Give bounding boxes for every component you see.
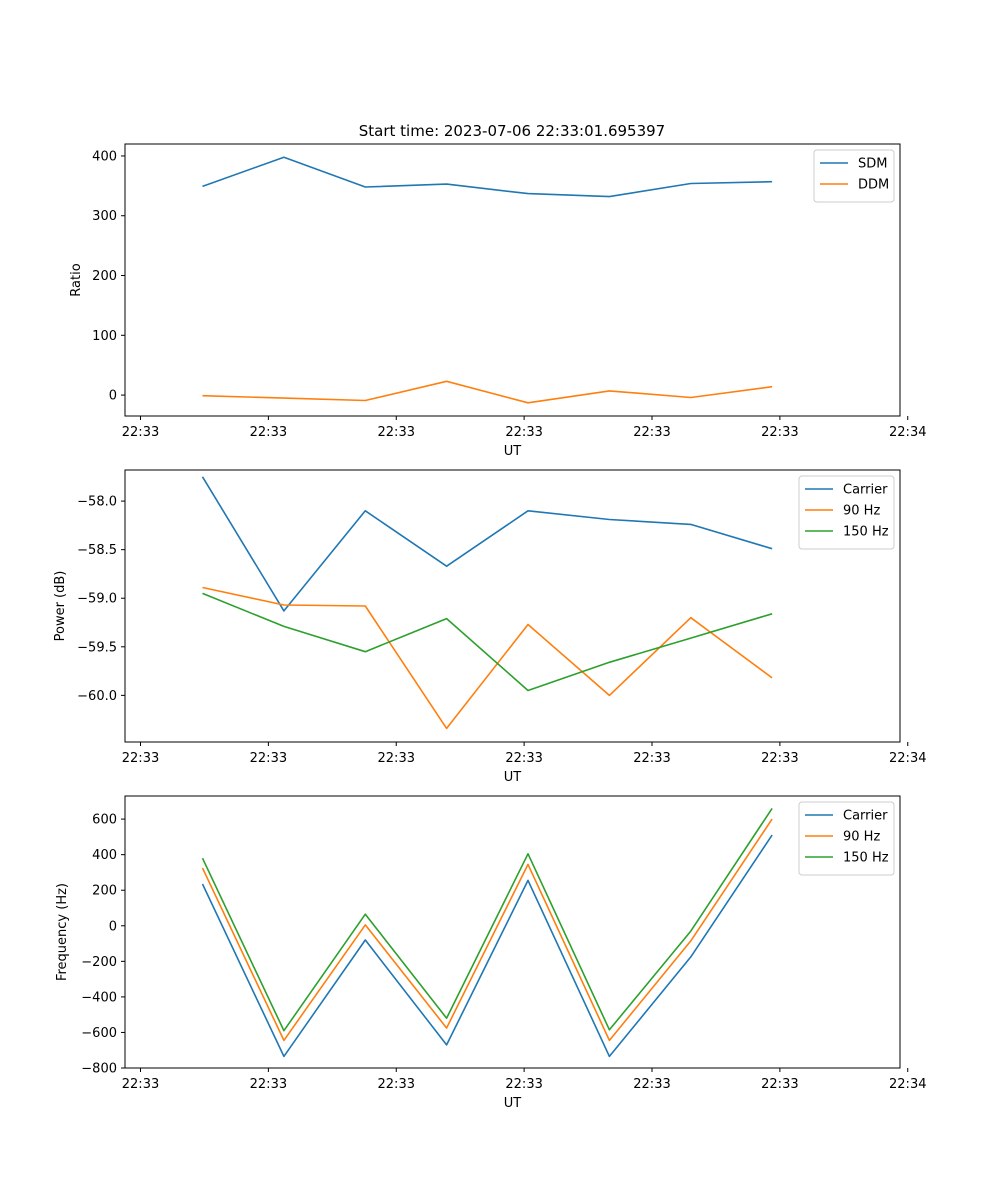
legend-label: SDM: [858, 157, 887, 172]
y-axis-label: Ratio: [69, 263, 84, 296]
plot-area: [124, 143, 901, 417]
series-line-carrier: [201, 834, 773, 1058]
x-axis-label: UT: [504, 770, 522, 785]
x-tick-label: 22:33: [250, 425, 287, 440]
x-tick-label: 22:33: [250, 1077, 287, 1092]
y-tick-label: −59.5: [77, 640, 117, 655]
y-tick-label: 0: [109, 389, 117, 404]
y-tick-label: −59.0: [77, 592, 117, 607]
series-line-90-hz: [201, 818, 773, 1042]
y-axis-label: Frequency (Hz): [55, 883, 70, 981]
legend: Carrier 90 Hz 150 Hz: [798, 475, 895, 550]
x-tick-label: 22:33: [378, 425, 415, 440]
x-tick-label: 22:34: [889, 425, 926, 440]
y-tick-label: −400: [81, 990, 117, 1005]
series-line-ddm: [202, 380, 773, 404]
x-tick-label: 22:33: [505, 425, 542, 440]
x-tick-label: 22:33: [761, 751, 798, 766]
figure-title: Start time: 2023-07-06 22:33:01.695397: [359, 122, 665, 140]
x-tick-label: 22:33: [761, 425, 798, 440]
x-tick-label: 22:33: [122, 1077, 159, 1092]
x-axis-label: UT: [504, 1096, 522, 1111]
x-tick-label: 22:33: [761, 1077, 798, 1092]
legend-label: 150 Hz: [843, 851, 889, 866]
series-line-90-hz: [202, 586, 773, 730]
x-tick-label: 22:34: [889, 751, 926, 766]
plot-area: [124, 469, 901, 743]
legend-label: 150 Hz: [843, 525, 889, 540]
series-line-150-hz: [202, 592, 773, 692]
y-tick-label: −60.0: [77, 689, 117, 704]
legend-label: Carrier: [843, 809, 888, 824]
legend: SDM DDM: [813, 149, 895, 203]
chart-power: 22:33 22:33 22:33 22:33 22:33 22:33 22:34 −58.0…: [53, 469, 926, 785]
legend-label: DDM: [858, 178, 889, 193]
series-line-carrier: [201, 476, 773, 612]
y-axis-label: Power (dB): [53, 571, 68, 642]
y-tick-label: 400: [92, 848, 117, 863]
x-tick-label: 22:33: [633, 751, 670, 766]
x-tick-label: 22:33: [633, 425, 670, 440]
y-tick-label: 200: [92, 269, 117, 284]
y-tick-label: −800: [81, 1062, 117, 1077]
y-tick-label: 300: [92, 209, 117, 224]
x-tick-label: 22:33: [505, 1077, 542, 1092]
y-tick-label: 600: [92, 813, 117, 828]
chart-frequency: 22:33 22:33 22:33 22:33 22:33 22:33 22:34 600 40…: [55, 795, 926, 1111]
y-tick-label: 200: [92, 884, 117, 899]
legend: Carrier 90 Hz 150 Hz: [798, 801, 895, 876]
x-tick-label: 22:33: [505, 751, 542, 766]
series-line-150-hz: [201, 807, 773, 1032]
x-tick-label: 22:33: [122, 425, 159, 440]
series-line-sdm: [202, 156, 773, 198]
y-tick-label: −58.5: [77, 543, 117, 558]
y-tick-label: 400: [92, 149, 117, 164]
x-tick-label: 22:33: [250, 751, 287, 766]
x-tick-label: 22:33: [633, 1077, 670, 1092]
legend-label: Carrier: [843, 483, 888, 498]
x-tick-label: 22:33: [122, 751, 159, 766]
x-tick-label: 22:34: [889, 1077, 926, 1092]
legend-label: 90 Hz: [843, 830, 880, 845]
plot-area: [124, 795, 901, 1069]
legend-label: 90 Hz: [843, 504, 880, 519]
chart-ratio: 22:33 22:33 22:33 22:33 22:33 22:33 22:34 0 100 2…: [69, 143, 926, 459]
y-tick-label: 100: [92, 329, 117, 344]
y-tick-label: −600: [81, 1026, 117, 1041]
y-tick-label: −200: [81, 955, 117, 970]
y-tick-label: −58.0: [77, 495, 117, 510]
x-axis-label: UT: [504, 444, 522, 459]
x-tick-label: 22:33: [378, 751, 415, 766]
y-tick-label: 0: [109, 919, 117, 934]
x-tick-label: 22:33: [378, 1077, 415, 1092]
